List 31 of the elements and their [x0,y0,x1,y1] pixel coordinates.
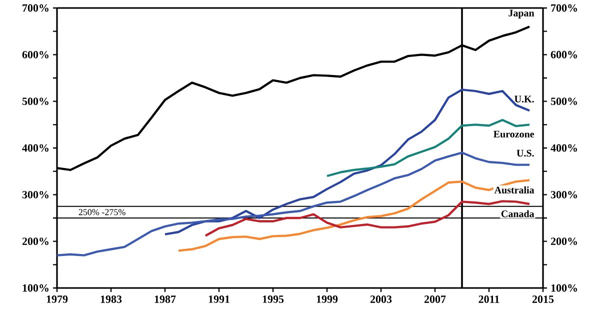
series-label: U.S. [516,150,534,157]
y2-tick-label: 500% [22,98,48,106]
y2-tick-label: 600% [22,50,48,58]
y2-tick-label: 100% [22,284,48,292]
y-tick-label: 400% [550,144,577,152]
x-tick-label: 2003 [370,296,392,303]
y-tick-label: 700% [551,4,577,12]
y-tick-label: 300% [550,190,577,198]
x-tick-label: 1983 [100,296,122,303]
x-tick-label: 2011 [478,296,500,303]
x-tick-label: 1999 [316,296,338,303]
x-tick-label: 1979 [46,296,68,303]
series-label: U.K. [514,96,534,102]
y2-tick-label: 700% [22,4,48,12]
y-tick-label: 100% [551,284,577,292]
x-tick-label: 1987 [154,296,176,303]
x-tick-label: 1991 [208,296,230,303]
y2-tick-label: 400% [22,144,48,152]
y-tick-label: 200% [550,238,577,246]
series-label: Eurozone [494,130,534,138]
series-label: Japan [508,10,534,18]
y-tick-label: 600% [550,50,577,58]
y-tick-label: 500% [550,98,577,106]
y2-tick-label: 200% [22,238,48,246]
x-tick-label: 1995 [262,296,284,303]
x-tick-label: 2007 [424,296,446,303]
x-tick-label: 2015 [532,296,554,303]
annotation: 250% -275% [78,209,126,216]
y2-tick-label: 300% [22,190,48,198]
series-label: Australia [494,186,534,194]
series-label: Canada [501,210,534,218]
